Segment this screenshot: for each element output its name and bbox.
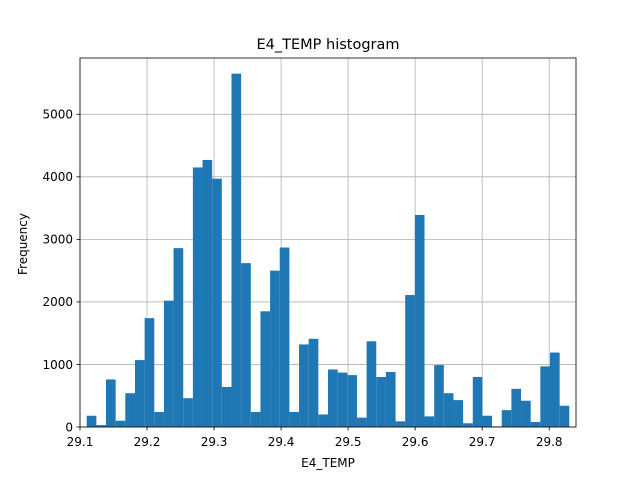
histogram-bar <box>106 379 116 427</box>
x-tick-label: 29.8 <box>536 435 563 449</box>
histogram-bar <box>405 295 415 427</box>
histogram-bar <box>134 360 145 427</box>
histogram-bar <box>202 159 213 427</box>
histogram-bar <box>453 400 464 427</box>
y-tick-label: 1000 <box>42 358 73 372</box>
histogram-bar <box>183 398 193 427</box>
histogram-bar <box>115 420 126 427</box>
histogram-bar <box>154 411 164 427</box>
histogram-bar <box>482 415 493 427</box>
histogram-bar <box>414 214 425 427</box>
histogram-bar <box>540 366 550 427</box>
x-tick-label: 29.5 <box>335 435 362 449</box>
histogram-bar <box>125 393 135 427</box>
histogram-bar <box>86 415 97 427</box>
histogram-bar <box>299 344 309 427</box>
histogram-bar <box>472 376 483 427</box>
histogram-bar <box>337 372 348 427</box>
y-axis-label: Frequency <box>16 213 30 275</box>
histogram-bar <box>318 414 328 427</box>
histogram-bar <box>356 417 367 427</box>
x-tick-label: 29.2 <box>134 435 161 449</box>
x-tick-label: 29.1 <box>67 435 94 449</box>
histogram-bar <box>308 338 319 427</box>
plot-frame <box>79 57 577 428</box>
chart-title: E4_TEMP histogram <box>256 37 399 53</box>
histogram-bar <box>366 341 377 427</box>
histogram-bar <box>241 263 251 427</box>
x-tick-label: 29.7 <box>469 435 496 449</box>
histogram-bar <box>270 270 280 427</box>
histogram-bar <box>289 411 300 427</box>
x-axis-ticks: 29.1 29.2 29.3 29.4 29.5 29.6 29.7 29.8 <box>67 427 563 449</box>
histogram-bar <box>434 365 444 427</box>
y-tick-label: 3000 <box>42 233 73 247</box>
histogram-bar <box>530 421 541 427</box>
histogram-bar <box>395 421 406 427</box>
histogram-bar <box>549 352 560 427</box>
histogram-bar <box>279 247 290 427</box>
histogram-bar <box>163 300 174 427</box>
histogram-bar <box>501 410 512 427</box>
x-tick-label: 29.6 <box>402 435 429 449</box>
histogram-bar <box>443 393 454 427</box>
y-tick-label: 2000 <box>42 295 73 309</box>
histogram-bar <box>250 411 261 427</box>
y-tick-label: 4000 <box>42 170 73 184</box>
x-axis-label: E4_TEMP <box>301 456 355 470</box>
histogram-bar <box>260 311 271 427</box>
histogram-bars <box>86 73 570 427</box>
y-tick-label: 5000 <box>42 108 73 122</box>
x-tick-label: 29.4 <box>268 435 295 449</box>
histogram-bar <box>328 369 338 427</box>
histogram-bar <box>347 375 357 427</box>
histogram-bar <box>463 423 473 427</box>
histogram-bar <box>521 400 531 427</box>
x-tick-label: 29.3 <box>201 435 228 449</box>
histogram-bar <box>231 73 242 427</box>
histogram-bar <box>376 376 386 427</box>
histogram-bar <box>212 178 222 427</box>
histogram-bar <box>96 425 107 427</box>
histogram-bar <box>424 416 435 427</box>
histogram-bar <box>144 318 155 427</box>
histogram-bar <box>511 388 522 427</box>
histogram-bar <box>385 371 396 427</box>
histogram-bar <box>559 405 570 427</box>
y-axis-ticks: 0 1000 2000 3000 4000 5000 <box>42 108 80 434</box>
histogram-bar <box>192 167 203 427</box>
histogram-bar <box>173 248 184 427</box>
y-tick-label: 0 <box>65 420 73 434</box>
histogram-bar <box>221 386 232 427</box>
